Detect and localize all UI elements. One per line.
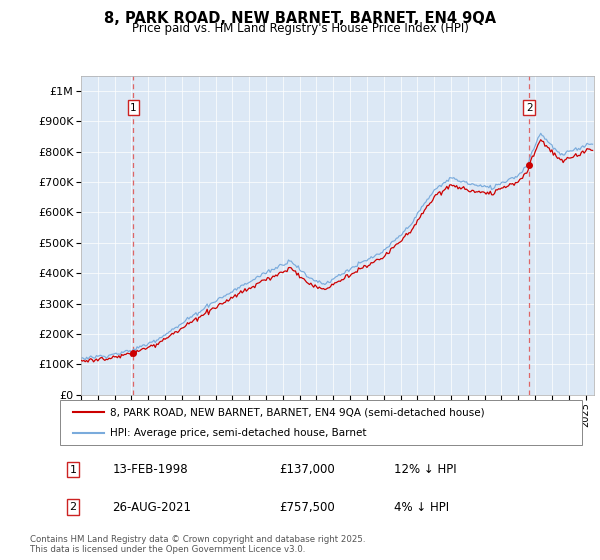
Text: 2: 2 [526,102,533,113]
Text: 13-FEB-1998: 13-FEB-1998 [112,463,188,476]
Text: 1: 1 [130,102,137,113]
Text: Contains HM Land Registry data © Crown copyright and database right 2025.
This d: Contains HM Land Registry data © Crown c… [30,535,365,554]
Text: £137,000: £137,000 [279,463,335,476]
Text: Price paid vs. HM Land Registry's House Price Index (HPI): Price paid vs. HM Land Registry's House … [131,22,469,35]
Text: 8, PARK ROAD, NEW BARNET, BARNET, EN4 9QA (semi-detached house): 8, PARK ROAD, NEW BARNET, BARNET, EN4 9Q… [110,408,484,418]
Text: £757,500: £757,500 [279,501,335,514]
Text: 4% ↓ HPI: 4% ↓ HPI [394,501,449,514]
Text: 1: 1 [70,465,77,475]
Text: 12% ↓ HPI: 12% ↓ HPI [394,463,457,476]
Text: 26-AUG-2021: 26-AUG-2021 [112,501,191,514]
Text: HPI: Average price, semi-detached house, Barnet: HPI: Average price, semi-detached house,… [110,428,366,438]
Text: 2: 2 [70,502,77,512]
Text: 8, PARK ROAD, NEW BARNET, BARNET, EN4 9QA: 8, PARK ROAD, NEW BARNET, BARNET, EN4 9Q… [104,11,496,26]
